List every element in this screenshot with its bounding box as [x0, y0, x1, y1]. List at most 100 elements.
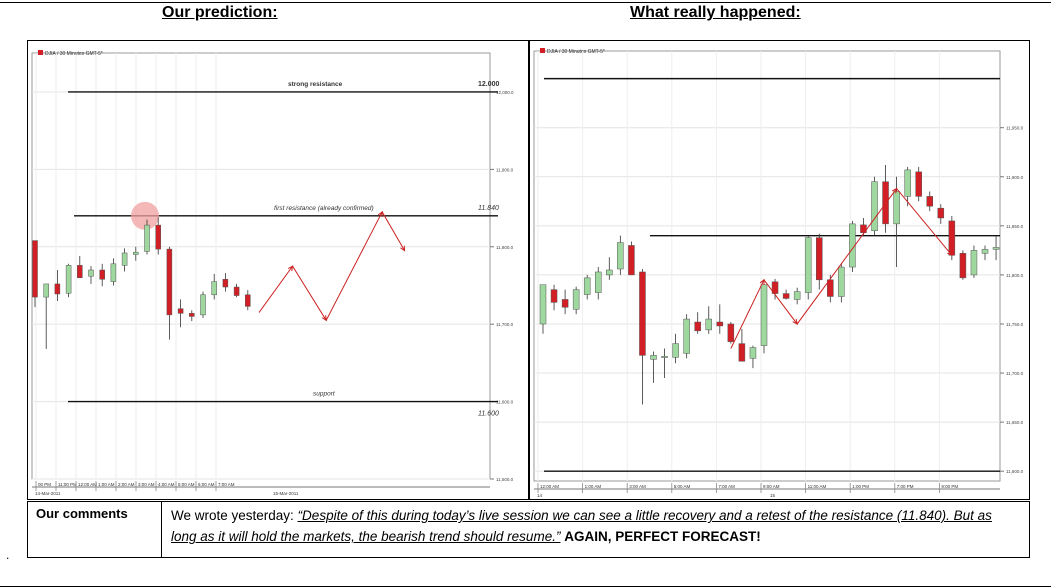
pred-x-tick-label: 2:00 AM — [118, 482, 135, 487]
actual-y-tick-label: 11,700.0 — [1006, 371, 1024, 376]
pred-y-tick-label: 11,500.0 — [496, 477, 514, 482]
actual-candle-body — [639, 271, 646, 356]
pred-candle-body — [77, 265, 83, 278]
actual-candle-body — [550, 289, 558, 303]
actual-y-tick-label: 11,750.0 — [1006, 322, 1024, 327]
actual-candle-body — [727, 323, 735, 342]
actual-chart-panel: DJIA / 30 Minutes GMT-5* 11,950.0 11,900.0… — [529, 40, 1030, 500]
pred-candle-body — [99, 269, 105, 280]
actual-candle-body — [816, 237, 823, 281]
actual-forecast-arrowhead — [891, 187, 898, 194]
resistance-touch-marker — [131, 201, 159, 230]
pred-level-name: support — [313, 391, 336, 398]
comments-box: Our comments We wrote yesterday: “Despit… — [27, 501, 1030, 558]
actual-x-tick-label: 1:00 PM — [852, 484, 869, 489]
prediction-chart: DJIA / 30 Minutes GMT-5* 12,000.0 11,900.0… — [31, 50, 514, 496]
actual-candle-body — [661, 356, 668, 358]
pred-y-tick-label: 11,900.0 — [496, 167, 514, 172]
actual-candle-body — [595, 271, 602, 293]
actual-chart: DJIA / 30 Minutes GMT-5* 11,950.0 11,900.0… — [533, 48, 1024, 498]
bottom-rule — [0, 586, 1051, 587]
actual-heading: What really happened: — [630, 4, 801, 21]
pred-level-name: strong resistance — [288, 81, 343, 88]
actual-candle-body — [583, 277, 591, 295]
pred-plot-area — [31, 52, 491, 480]
pred-forecast-arrowhead — [400, 245, 406, 252]
pred-candle-body — [43, 283, 49, 298]
pred-level-name: first resistance (already confirmed) — [274, 205, 374, 212]
actual-candle-body — [871, 181, 878, 231]
actual-candle-body — [804, 237, 812, 293]
pred-x-tick-label: 1:00 AM — [98, 482, 115, 487]
actual-x-tick-label: 5:00 AM — [674, 484, 691, 489]
actual-candle-body — [771, 281, 779, 294]
pred-forecast-arrowhead — [377, 210, 383, 217]
top-rule — [0, 2, 1051, 3]
pred-x-tick-label: 3:00 AM — [138, 482, 155, 487]
pred-forecast-arrowhead — [287, 265, 294, 272]
actual-y-tick-label: 11,650.0 — [1006, 420, 1024, 425]
prediction-heading: Our prediction: — [162, 4, 278, 21]
actual-candle-body — [760, 284, 768, 346]
pred-candle-body — [155, 224, 161, 250]
pred-candle-body — [200, 294, 206, 316]
pred-candle-body — [32, 240, 38, 298]
pred-y-tick-label: 11,600.0 — [496, 400, 514, 405]
actual-x-tick-label: 3:00 AM — [629, 484, 646, 489]
pred-level-value: 11.840 — [478, 205, 499, 212]
actual-candle-body — [893, 191, 900, 225]
actual-x-tick-label: 9:00 AM — [763, 484, 780, 489]
pred-instrument-icon — [38, 50, 43, 55]
pred-candle-body — [144, 224, 150, 252]
pred-x-tick-label: 6:00 AM — [198, 482, 215, 487]
pred-y-tick-label: 11,800.0 — [496, 245, 514, 250]
comments-emphasis: AGAIN, PERFECT FORECAST! — [564, 529, 761, 544]
actual-candle-body — [827, 279, 834, 297]
comments-text: We wrote yesterday: “Despite of this dur… — [171, 505, 1021, 547]
pred-candle-body — [121, 252, 128, 266]
actual-date-label: 15 — [770, 493, 776, 498]
pred-y-tick-label: 11,700.0 — [496, 322, 514, 327]
actual-y-tick-label: 11,900.0 — [1006, 175, 1024, 180]
pred-x-tick-label: 7:00 AM — [218, 482, 235, 487]
actual-x-tick-label: 7:00 AM — [718, 484, 735, 489]
pred-x-tick-label: 11:00 PM — [58, 482, 77, 487]
actual-x-tick-label: 11:00 AM — [808, 484, 827, 489]
pred-candle-body — [189, 313, 195, 317]
actual-candle-body — [915, 171, 922, 197]
actual-y-tick-label: 11,850.0 — [1006, 224, 1024, 229]
actual-candle-body — [539, 284, 547, 325]
actual-x-tick-label: 1:00 AM — [585, 484, 602, 489]
actual-x-tick-label: 12:00 AM — [540, 484, 559, 489]
actual-candle-body — [705, 318, 712, 331]
actual-x-tick-label: 7:00 PM — [897, 484, 914, 489]
pred-candle-body — [110, 263, 117, 282]
actual-instrument-icon — [540, 48, 545, 53]
actual-candle-body — [959, 253, 967, 279]
actual-candle-body — [782, 293, 790, 299]
comments-label: Our comments — [28, 502, 162, 557]
pred-candle-body — [54, 283, 61, 295]
actual-candle-body — [904, 169, 911, 197]
actual-forecast-arrowhead — [759, 278, 765, 285]
pred-x-tick-label: 5:00 AM — [178, 482, 195, 487]
comments-closing-quote: ” — [555, 529, 561, 544]
pred-level-value: 11.600 — [478, 411, 499, 418]
actual-candle-body — [650, 355, 657, 360]
pred-candle-body — [166, 248, 173, 316]
prediction-chart-panel: DJIA / 30 Minutes GMT-5* 12,000.0 11,900.0… — [27, 40, 529, 500]
actual-candle-body — [683, 318, 690, 354]
actual-y-tick-label: 11,950.0 — [1006, 126, 1024, 131]
pred-date-label: 15-Mar-2011 — [273, 491, 299, 496]
actual-candle-body — [628, 245, 635, 276]
actual-candle-body — [948, 220, 956, 256]
pred-date-label: 14-Mar-2011 — [35, 491, 61, 496]
actual-forecast-arrowhead — [947, 250, 953, 257]
comments-quote: “Despite of this during today’s live ses… — [171, 508, 992, 544]
pred-candle-body — [133, 251, 139, 255]
pred-candle-body — [211, 281, 217, 296]
pred-level-value: 12.000 — [478, 81, 500, 88]
pred-forecast-arrowhead — [321, 315, 327, 322]
actual-candle-body — [617, 242, 624, 270]
actual-candle-body — [838, 266, 845, 297]
